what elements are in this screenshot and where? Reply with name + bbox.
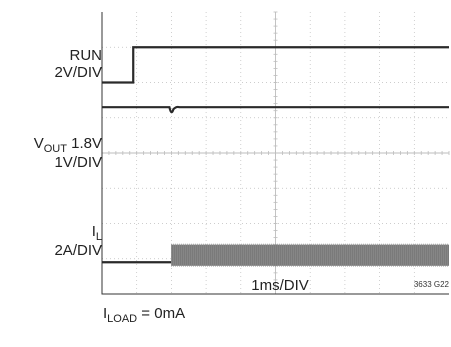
condition-subscript: LOAD (107, 313, 138, 325)
il-subscript: L (95, 231, 102, 243)
vout-trace (102, 105, 449, 114)
test-condition: ILOAD = 0mA (103, 305, 186, 325)
run-trace (102, 46, 449, 84)
vout-channel-label: VOUT 1.8V 1V/DIV (34, 135, 102, 171)
x-axis-label: 1ms/DIV (251, 277, 309, 294)
run-label: RUN (69, 47, 103, 64)
vout-label: VOUT 1.8V (33, 135, 102, 155)
figure-id: 3633 G22 (413, 280, 449, 289)
vout-subscript: OUT (43, 143, 67, 155)
plot-frame (101, 12, 449, 295)
run-channel-label: RUN 2V/DIV (54, 47, 102, 81)
run-scale: 2V/DIV (54, 64, 102, 81)
il-label: IL (91, 223, 102, 243)
il-scale: 2A/DIV (54, 242, 102, 259)
vout-scale: 1V/DIV (54, 154, 102, 171)
il-channel-label: IL 2A/DIV (54, 223, 102, 259)
